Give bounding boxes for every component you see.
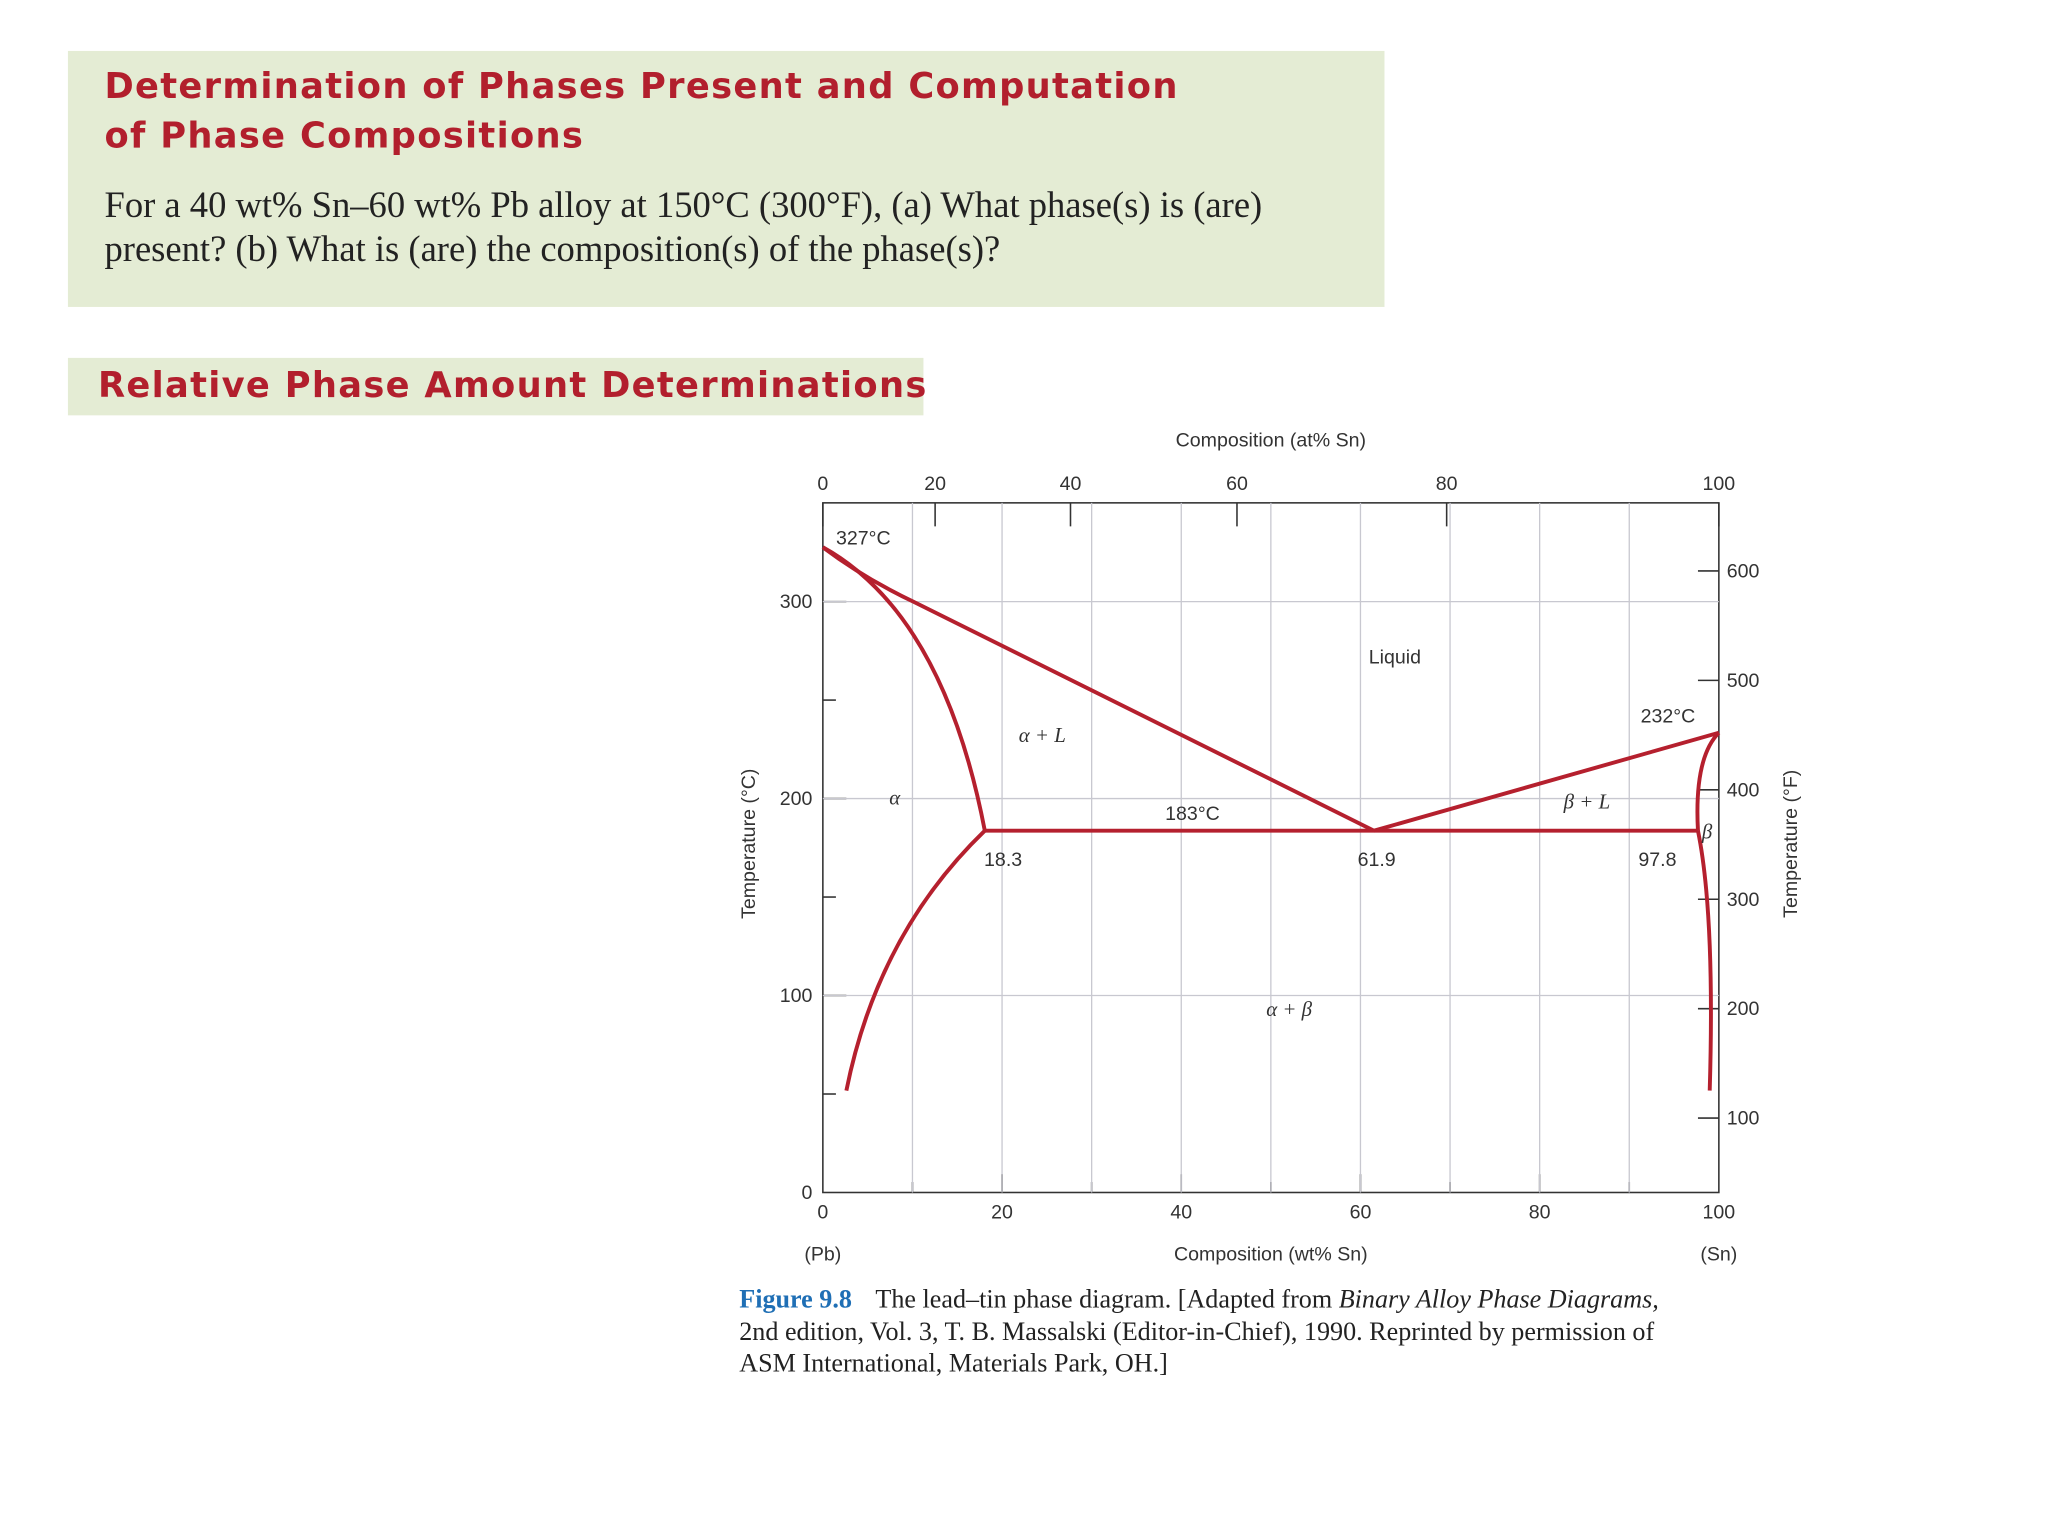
right-axis-label: Temperature (°F) — [1780, 770, 1802, 918]
liquidus-right — [1373, 730, 1720, 833]
x-tick-label: 60 — [1350, 1202, 1372, 1224]
annotation: 232°C — [1641, 705, 1696, 727]
y2-tick-label: 500 — [1727, 670, 1760, 692]
caption-label: Figure 9.8 — [739, 1284, 852, 1313]
top-tick-label: 80 — [1436, 473, 1458, 495]
top-tick-label: 20 — [924, 473, 946, 495]
beta-solvus — [1696, 830, 1713, 1091]
x-tick-label: 40 — [1170, 1202, 1192, 1224]
y-tick-label: 200 — [780, 788, 813, 810]
y2-tick-label: 600 — [1727, 560, 1760, 582]
section-box — [67, 357, 924, 416]
problem-text: present? (b) What is (are) the compositi… — [104, 228, 1000, 269]
left-axis-label: Temperature (°C) — [738, 769, 760, 919]
problem-title: of Phase Compositions — [104, 116, 584, 157]
y-tick-label: 100 — [780, 985, 813, 1007]
annotation: 18.3 — [984, 849, 1022, 871]
annotation: 61.9 — [1358, 849, 1396, 871]
problem-title: Determination of Phases Present and Comp… — [104, 66, 1178, 107]
alpha-solvus — [844, 829, 987, 1091]
problem-text: For a 40 wt% Sn–60 wt% Pb alloy at 150°C… — [104, 184, 1262, 225]
problem-box — [67, 50, 1385, 307]
top-tick-label: 40 — [1060, 473, 1082, 495]
x-tick-label: 80 — [1529, 1202, 1551, 1224]
x-tick-label: 20 — [991, 1202, 1013, 1224]
annotation: 327°C — [836, 528, 891, 550]
y-tick-label: 300 — [780, 591, 813, 613]
annotation: 97.8 — [1638, 849, 1676, 871]
region-label: β — [1701, 820, 1713, 844]
top-tick-label: 100 — [1703, 473, 1736, 495]
top-tick-label: 0 — [817, 473, 828, 495]
y2-tick-label: 400 — [1727, 779, 1760, 801]
y-tick-label: 0 — [802, 1182, 813, 1204]
region-label: α + L — [1019, 723, 1066, 747]
caption-italic: Binary Alloy Phase Diagrams, — [1339, 1284, 1659, 1313]
pb-label: (Pb) — [804, 1243, 841, 1265]
top-tick-label: 60 — [1226, 473, 1248, 495]
caption-text: The lead–tin phase diagram. [Adapted fro… — [875, 1284, 1338, 1313]
bottom-axis-label: Composition (wt% Sn) — [1174, 1243, 1368, 1265]
y2-tick-label: 200 — [1727, 998, 1760, 1020]
region-label: Liquid — [1369, 647, 1421, 669]
sn-label: (Sn) — [1700, 1243, 1737, 1265]
y2-tick-label: 300 — [1727, 889, 1760, 911]
phase-diagram: 1008060402006005004003002001003002001000… — [738, 430, 1802, 1266]
region-label: α — [889, 786, 901, 810]
caption: ASM International, Materials Park, OH.] — [739, 1348, 1168, 1377]
region-label: β + L — [1563, 789, 1611, 813]
annotation: 183°C — [1165, 803, 1220, 825]
x-tick-label: 0 — [817, 1202, 828, 1224]
alpha-solidus — [821, 545, 987, 832]
caption: Figure 9.8 The lead–tin phase diagram. [A… — [739, 1284, 1659, 1313]
y2-tick-label: 100 — [1727, 1108, 1760, 1130]
liquidus-left — [821, 545, 1375, 833]
beta-solidus — [1695, 731, 1721, 831]
section-title: Relative Phase Amount Determinations — [98, 365, 928, 406]
top-axis-label: Composition (at% Sn) — [1176, 430, 1366, 452]
region-label: α + β — [1266, 997, 1312, 1021]
caption: 2nd edition, Vol. 3, T. B. Massalski (Ed… — [739, 1317, 1654, 1346]
x-tick-label: 100 — [1703, 1202, 1736, 1224]
